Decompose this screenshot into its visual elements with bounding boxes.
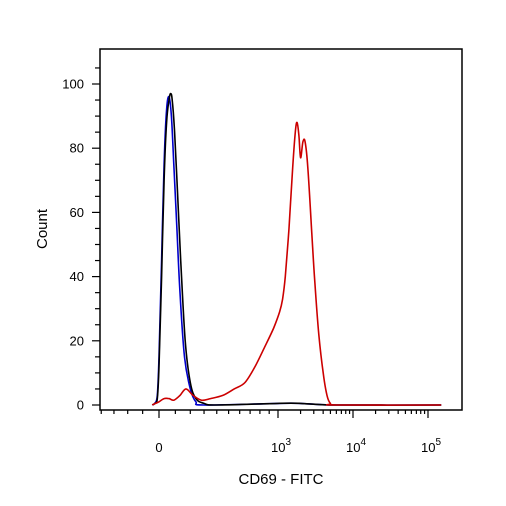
x-tick-label: 103 xyxy=(271,437,291,455)
plot-frame xyxy=(99,48,463,411)
x-tick-label: 104 xyxy=(346,437,366,455)
series-black-line xyxy=(151,92,442,406)
y-tick-label: 80 xyxy=(70,141,84,156)
y-tick-label: 0 xyxy=(77,398,84,413)
y-tick-label: 20 xyxy=(70,333,84,348)
series-layer xyxy=(151,92,442,406)
x-tick-labels: 0 103 104 105 xyxy=(155,437,441,455)
x-axis-title: CD69 - FITC xyxy=(238,471,323,488)
x-tick-label: 0 xyxy=(155,440,162,455)
x-axis-ticks xyxy=(100,410,429,418)
series-blue-line xyxy=(151,95,442,406)
y-tick-label: 100 xyxy=(62,77,84,92)
series-red-line xyxy=(151,121,442,406)
y-axis-ticks: 0 20 40 60 80 100 xyxy=(62,67,100,413)
y-tick-label: 60 xyxy=(70,205,84,220)
y-tick-label: 40 xyxy=(70,269,84,284)
x-tick-label: 105 xyxy=(421,437,441,455)
y-axis-title: Count xyxy=(34,208,51,249)
